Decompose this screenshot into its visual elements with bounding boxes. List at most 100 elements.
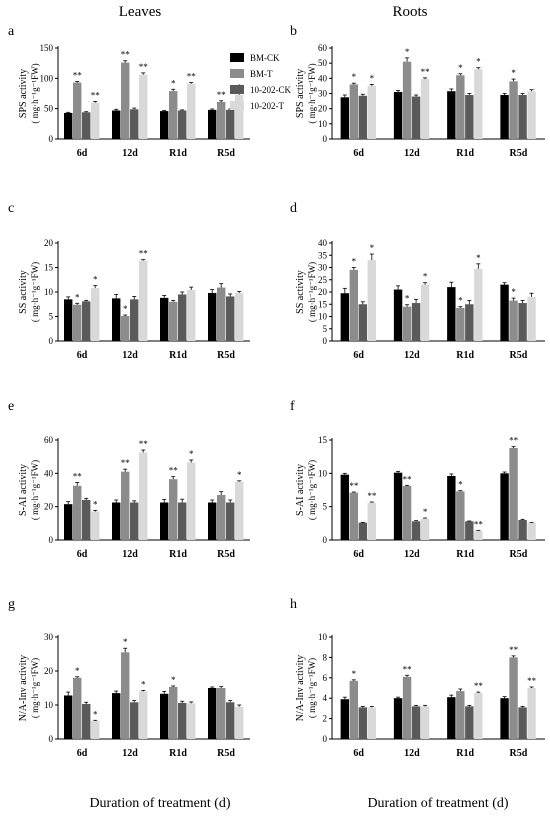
bar bbox=[465, 706, 474, 739]
bar bbox=[178, 502, 187, 540]
x-axis-title-left: Duration of treatment (d) bbox=[89, 796, 230, 811]
significance-label: ** bbox=[403, 664, 413, 674]
column-title-leaves: Leaves bbox=[119, 4, 162, 20]
y-tick-label: 0 bbox=[49, 134, 54, 144]
y-tick-label: 20 bbox=[318, 287, 328, 297]
legend: BM-CK BM-T 10-202-CK 10-202-T bbox=[230, 53, 291, 111]
bar bbox=[235, 706, 244, 739]
significance-label: * bbox=[123, 637, 128, 647]
bar bbox=[217, 287, 226, 341]
bar bbox=[178, 110, 187, 139]
bar bbox=[500, 95, 509, 139]
x-axis-title-right: Duration of treatment (d) bbox=[367, 796, 508, 811]
significance-label: * bbox=[123, 304, 128, 314]
bar bbox=[358, 95, 368, 139]
bar bbox=[217, 688, 226, 739]
significance-label: ** bbox=[474, 681, 484, 691]
bar bbox=[187, 462, 196, 540]
y-tick-label: 15 bbox=[318, 435, 328, 445]
y-tick-label: 30 bbox=[318, 263, 328, 273]
y-axis-unit: ( mg·h⁻¹g⁻¹FW) bbox=[30, 262, 40, 322]
bar bbox=[518, 303, 527, 341]
bar bbox=[160, 297, 169, 341]
bar bbox=[160, 111, 169, 139]
panel-d: d SS activity( mg·h⁻¹g⁻¹FW) 0 5 10 15 20 25 30 35… bbox=[290, 201, 545, 361]
bar bbox=[367, 502, 377, 540]
x-tick-label: R5d bbox=[217, 549, 235, 560]
bar bbox=[420, 79, 430, 139]
bar bbox=[420, 518, 430, 540]
bar bbox=[235, 292, 244, 341]
y-axis-unit: ( mg·h⁻¹g⁻¹FW) bbox=[307, 658, 317, 718]
bar bbox=[160, 502, 169, 540]
bar bbox=[393, 472, 403, 540]
panel-c: cSS activity( mg·h⁻¹g⁻¹FW)05101520**6d**… bbox=[8, 201, 250, 361]
x-tick-label: R5d bbox=[509, 549, 527, 560]
bar bbox=[509, 81, 518, 139]
panel-letter: e bbox=[8, 399, 14, 414]
significance-label: * bbox=[458, 480, 463, 490]
significance-label: ** bbox=[139, 62, 149, 72]
x-tick-label: 6d bbox=[77, 350, 88, 361]
y-tick-label: 0 bbox=[323, 734, 328, 744]
bar bbox=[235, 94, 244, 139]
bar bbox=[139, 691, 148, 739]
y-tick-label: 50 bbox=[318, 58, 328, 68]
y-axis-label: SPS activity bbox=[18, 69, 29, 118]
bar bbox=[112, 110, 121, 139]
bar bbox=[393, 698, 403, 739]
significance-label: * bbox=[93, 275, 98, 285]
bar bbox=[235, 481, 244, 540]
bar bbox=[178, 702, 187, 739]
y-tick-label: 150 bbox=[40, 43, 54, 53]
significance-label: * bbox=[476, 57, 481, 67]
significance-label: * bbox=[458, 296, 463, 306]
bar bbox=[402, 306, 412, 341]
y-tick-label: 40 bbox=[318, 73, 328, 83]
bar bbox=[208, 502, 217, 540]
bar bbox=[226, 296, 235, 341]
bar bbox=[349, 269, 359, 341]
significance-label: * bbox=[405, 294, 410, 304]
bar bbox=[217, 495, 226, 540]
bar bbox=[500, 284, 509, 341]
y-tick-label: 60 bbox=[44, 435, 54, 445]
panel-e: eS-AI activity( mg·h⁻¹g⁻¹FW)0204060***6d… bbox=[8, 399, 250, 560]
y-tick-label: 0 bbox=[323, 535, 328, 545]
bar bbox=[130, 109, 139, 139]
y-tick-label: 5 bbox=[49, 312, 54, 322]
bar bbox=[367, 85, 377, 139]
bar bbox=[112, 298, 121, 341]
bar bbox=[456, 75, 465, 139]
y-axis-unit: ( mg·h⁻¹g⁻¹FW) bbox=[30, 63, 40, 123]
bar bbox=[208, 292, 217, 341]
bar bbox=[456, 491, 465, 540]
bar bbox=[518, 520, 527, 540]
y-tick-label: 15 bbox=[44, 263, 54, 273]
x-tick-label: R1d bbox=[169, 748, 187, 759]
y-tick-label: 30 bbox=[318, 89, 328, 99]
bar bbox=[420, 706, 430, 739]
significance-label: * bbox=[352, 72, 357, 82]
significance-label: ** bbox=[73, 472, 83, 482]
significance-label: * bbox=[171, 675, 176, 685]
y-tick-label: 20 bbox=[44, 502, 54, 512]
significance-label: ** bbox=[509, 436, 519, 446]
bar bbox=[187, 83, 196, 139]
legend-label: 10-202-T bbox=[250, 101, 284, 111]
panel-f: fS-AI activity( mg·h⁻¹g⁻¹FW)051015****6d… bbox=[290, 399, 545, 560]
bar bbox=[73, 485, 82, 540]
significance-label: ** bbox=[421, 67, 431, 77]
significance-label: * bbox=[423, 507, 428, 517]
x-tick-label: 12d bbox=[122, 549, 138, 560]
significance-label: ** bbox=[121, 50, 131, 60]
y-tick-label: 10 bbox=[44, 700, 54, 710]
significance-label: * bbox=[93, 499, 98, 509]
x-tick-label: R5d bbox=[509, 350, 527, 361]
bar bbox=[349, 84, 359, 139]
y-tick-label: 2 bbox=[323, 714, 328, 724]
y-tick-label: 10 bbox=[318, 468, 328, 478]
significance-label: ** bbox=[139, 249, 149, 259]
